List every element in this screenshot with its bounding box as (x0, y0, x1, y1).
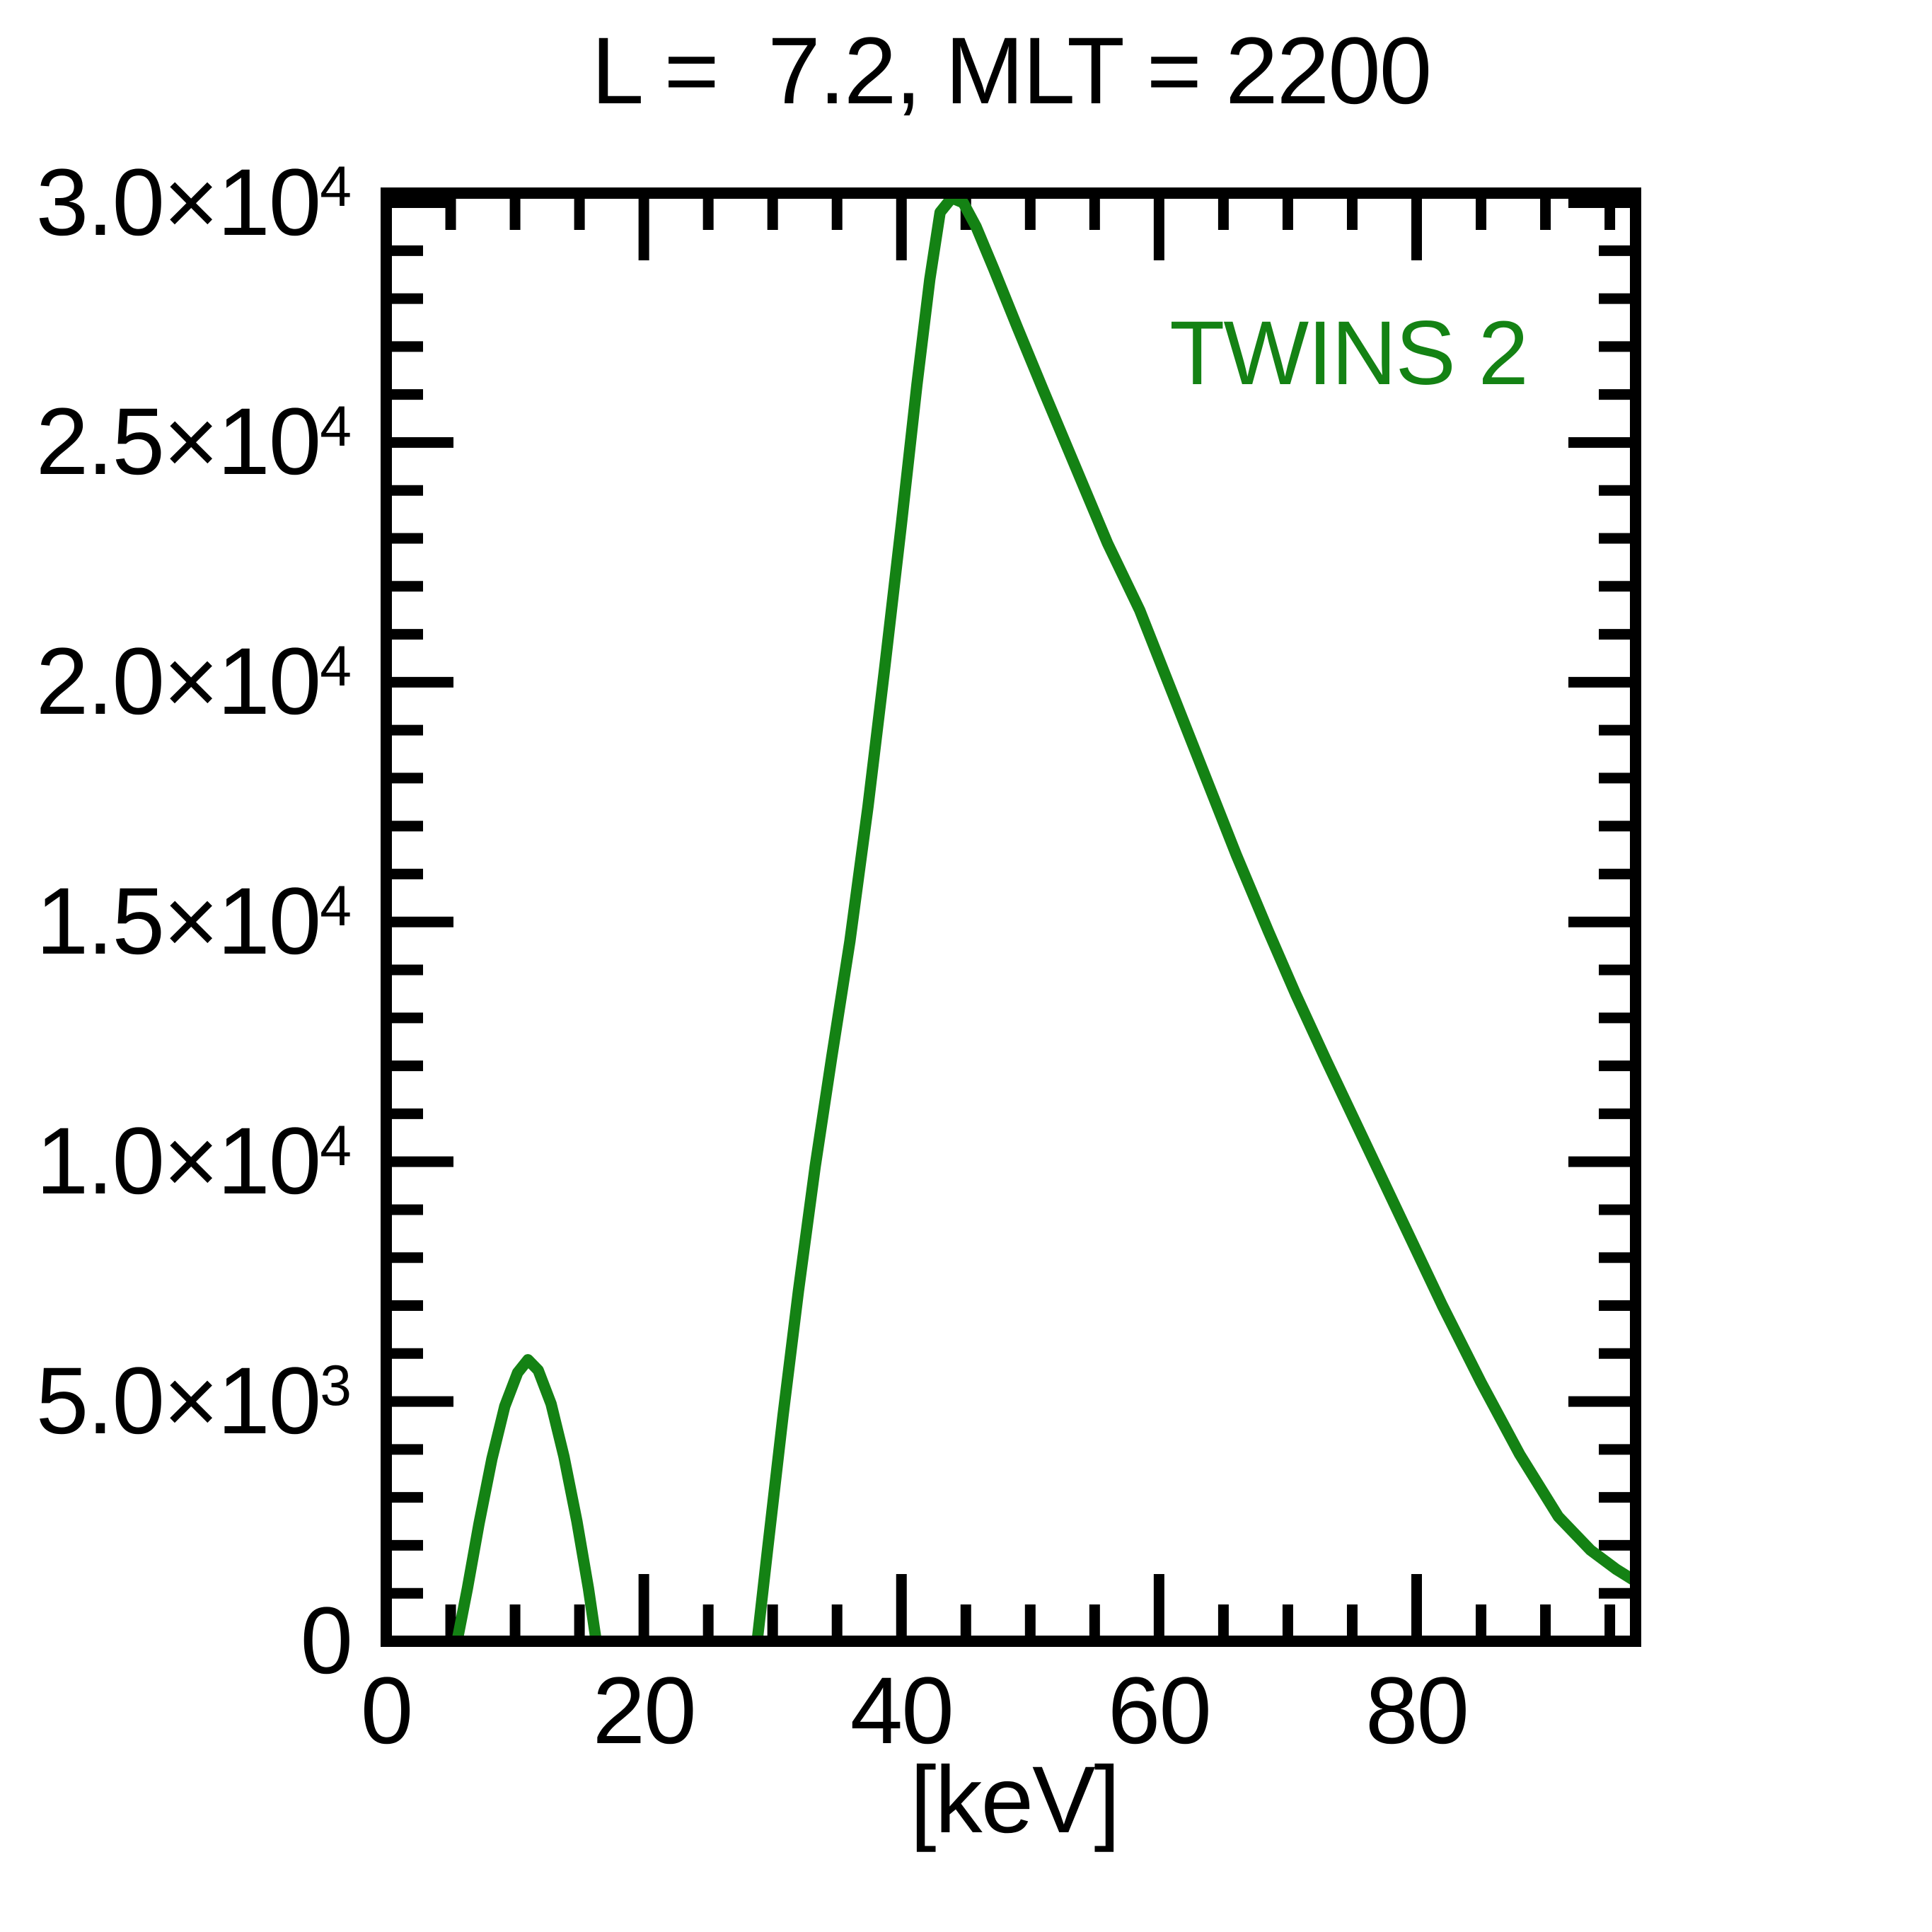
y-tick-mantissa: 2.0×10 (35, 629, 322, 735)
y-tick-exponent: 4 (320, 155, 352, 219)
y-tick-exponent: 3 (320, 1353, 352, 1418)
y-tick-exponent: 4 (320, 635, 352, 699)
y-tick-label: 3.0×104 (36, 155, 352, 250)
y-tick-label: 1.5×104 (36, 874, 352, 969)
x-tick-label: 60 (1107, 1658, 1212, 1764)
y-tick-exponent: 4 (320, 874, 352, 939)
legend-label-twins2: TWINS 2 (1169, 303, 1529, 404)
y-tick-mantissa: 1.0×10 (35, 1109, 322, 1215)
y-tick-mantissa: 3.0×10 (35, 149, 322, 255)
y-tick-mantissa: 5.0×10 (35, 1348, 322, 1454)
y-ticks (386, 197, 1636, 1647)
y-tick-label: 5.0×103 (36, 1354, 352, 1449)
x-tick-label: 0 (360, 1658, 414, 1764)
y-tick-label: 0 (300, 1594, 353, 1689)
x-ticks (381, 193, 1616, 1641)
y-tick-mantissa: 2.5×10 (35, 389, 322, 495)
x-tick-label: 20 (592, 1658, 697, 1764)
x-axis-title: [keV] (910, 1747, 1120, 1853)
y-tick-exponent: 4 (320, 395, 352, 459)
y-tick-label: 1.0×104 (36, 1114, 352, 1209)
y-tick-exponent: 4 (320, 1113, 352, 1178)
x-tick-label: 40 (850, 1658, 954, 1764)
x-tick-label: 80 (1365, 1658, 1469, 1764)
plot-box (381, 187, 1641, 1647)
chart-title: L = 7.2, MLT = 2200 (591, 18, 1432, 124)
spectrum-curve-twins2 (437, 193, 1636, 1641)
y-tick-label: 2.0×104 (36, 635, 352, 729)
y-tick-mantissa: 0 (300, 1588, 353, 1694)
y-tick-label: 2.5×104 (36, 395, 352, 490)
y-tick-mantissa: 1.5×10 (35, 869, 322, 975)
